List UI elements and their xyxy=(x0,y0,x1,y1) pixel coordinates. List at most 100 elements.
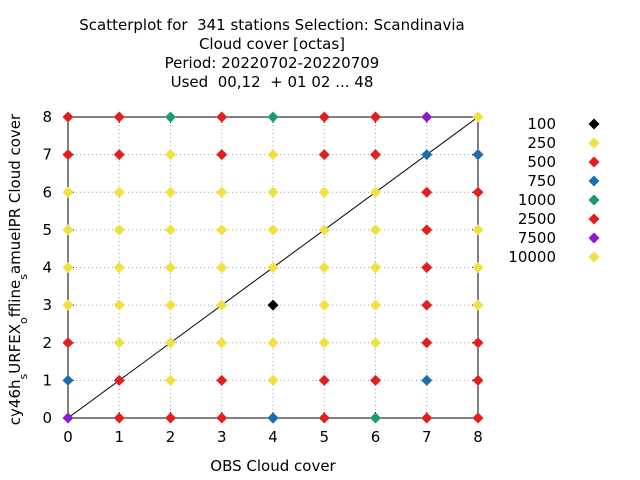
data-point xyxy=(370,412,381,424)
data-point xyxy=(472,186,484,198)
data-point xyxy=(113,337,125,349)
data-point xyxy=(421,149,433,161)
data-point xyxy=(421,299,433,311)
data-point xyxy=(113,412,125,424)
data-point xyxy=(165,186,176,198)
legend-label: 750 xyxy=(527,172,556,190)
y-tick-label: 8 xyxy=(42,108,52,126)
data-point xyxy=(113,111,125,123)
legend-marker xyxy=(588,194,600,206)
data-point xyxy=(370,337,381,349)
x-tick-label: 7 xyxy=(422,428,432,446)
data-point xyxy=(318,337,330,349)
y-tick-label: 1 xyxy=(42,371,52,389)
title-line-4: Used 00,12 + 01 02 ... 48 xyxy=(170,73,374,91)
data-point xyxy=(472,299,484,311)
data-point xyxy=(62,224,74,236)
data-point xyxy=(318,149,330,161)
legend-marker xyxy=(588,251,600,263)
title-line-1: Scatterplot for 341 stations Selection: … xyxy=(79,16,465,34)
legend-label: 500 xyxy=(527,153,556,171)
y-tick-label: 0 xyxy=(42,409,52,427)
data-point xyxy=(370,186,381,198)
title-line-2: Cloud cover [octas] xyxy=(198,35,346,53)
data-point xyxy=(267,374,279,386)
x-axis-label: OBS Cloud cover xyxy=(210,457,336,475)
data-point xyxy=(216,186,228,198)
data-point xyxy=(267,299,279,311)
data-point xyxy=(62,374,74,386)
legend-marker xyxy=(588,118,600,130)
data-point xyxy=(421,374,433,386)
data-point xyxy=(62,149,74,161)
data-point xyxy=(165,149,176,161)
data-point xyxy=(472,149,484,161)
legend-label: 10000 xyxy=(508,248,556,266)
legend-marker xyxy=(588,175,600,187)
data-point xyxy=(318,299,330,311)
data-point xyxy=(113,299,125,311)
data-point xyxy=(421,224,433,236)
legend-marker xyxy=(588,232,600,244)
chart-title: Scatterplot for 341 stations Selection: … xyxy=(0,16,544,92)
data-point xyxy=(216,111,228,123)
data-point xyxy=(267,262,279,273)
data-point xyxy=(318,224,330,236)
data-point xyxy=(472,374,484,386)
x-tick-label: 5 xyxy=(319,428,329,446)
data-point xyxy=(165,262,176,273)
data-point xyxy=(267,111,279,123)
data-point xyxy=(62,299,74,311)
data-point xyxy=(267,224,279,236)
data-point xyxy=(113,149,125,161)
data-point xyxy=(62,337,74,349)
data-point xyxy=(472,111,484,123)
data-point xyxy=(165,224,176,236)
legend-label: 7500 xyxy=(518,229,556,247)
data-point xyxy=(370,299,381,311)
data-point xyxy=(113,224,125,236)
x-tick-label: 2 xyxy=(166,428,176,446)
data-point xyxy=(370,262,381,273)
data-point xyxy=(216,299,228,311)
y-axis-label: cy46hsURFEXofflinesamuelPR Cloud cover xyxy=(6,113,30,425)
data-point xyxy=(165,299,176,311)
y-tick-label: 6 xyxy=(42,183,52,201)
legend-label: 2500 xyxy=(518,210,556,228)
legend-label: 250 xyxy=(527,134,556,152)
data-point xyxy=(62,111,74,123)
title-line-3: Period: 20220702-20220709 xyxy=(164,54,380,72)
data-point xyxy=(318,412,330,424)
data-point xyxy=(370,149,381,161)
legend-label: 1000 xyxy=(518,191,556,209)
data-point xyxy=(62,186,74,198)
legend-marker xyxy=(588,156,600,168)
legend-marker xyxy=(588,213,600,225)
x-tick-label: 3 xyxy=(217,428,227,446)
data-point xyxy=(318,111,330,123)
data-point xyxy=(216,149,228,161)
data-point xyxy=(62,262,74,273)
data-point xyxy=(216,374,228,386)
data-point xyxy=(421,186,433,198)
y-tick-label: 7 xyxy=(42,146,52,164)
data-point xyxy=(62,412,74,424)
data-point xyxy=(267,412,279,424)
data-point xyxy=(421,111,433,123)
data-point xyxy=(165,374,176,386)
data-point xyxy=(370,111,381,123)
data-point xyxy=(370,224,381,236)
data-point xyxy=(267,337,279,349)
data-point xyxy=(216,262,228,273)
data-point xyxy=(267,186,279,198)
y-tick-label: 5 xyxy=(42,221,52,239)
data-point xyxy=(421,337,433,349)
x-tick-label: 1 xyxy=(114,428,124,446)
data-point xyxy=(370,374,381,386)
x-tick-label: 8 xyxy=(473,428,483,446)
data-points xyxy=(62,111,484,424)
data-point xyxy=(472,337,484,349)
y-tick-label: 2 xyxy=(42,334,52,352)
data-point xyxy=(113,262,125,273)
